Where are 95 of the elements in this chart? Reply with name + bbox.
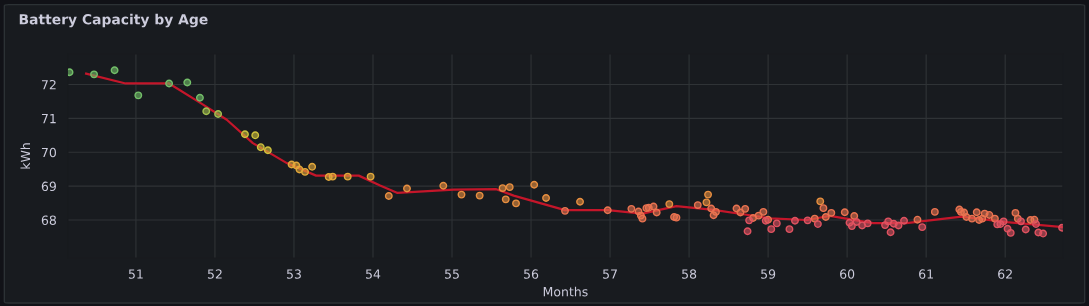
point <box>813 220 822 229</box>
point <box>850 211 859 220</box>
point <box>827 208 836 217</box>
x-tick-label: 55 <box>445 269 459 279</box>
point <box>894 221 903 230</box>
point <box>183 78 192 87</box>
point <box>985 210 994 219</box>
x-tick-label: 53 <box>286 269 301 279</box>
x-tick-label: 61 <box>919 269 933 279</box>
point <box>90 70 98 79</box>
point <box>1006 228 1015 237</box>
point <box>498 184 507 193</box>
point <box>627 204 636 213</box>
point <box>772 219 781 228</box>
point <box>972 208 981 217</box>
point <box>384 192 393 200</box>
point <box>704 190 712 199</box>
point <box>576 197 584 206</box>
point <box>67 68 74 77</box>
point <box>743 227 752 236</box>
point <box>816 197 825 206</box>
point <box>1032 220 1040 229</box>
point <box>665 200 674 209</box>
y-tick-label: 71 <box>41 114 56 124</box>
point <box>767 225 776 234</box>
y-tick-label: 70 <box>41 147 57 158</box>
point <box>501 195 510 204</box>
point <box>693 201 702 210</box>
point <box>918 223 927 232</box>
y-tick-label: 69 <box>41 181 56 192</box>
point <box>847 222 856 231</box>
x-tick-label: 60 <box>840 269 855 279</box>
point <box>702 198 711 207</box>
x-tick-label: 51 <box>128 269 143 279</box>
x-tick-label: 58 <box>682 269 697 279</box>
point <box>649 202 658 211</box>
point <box>366 172 375 181</box>
point <box>968 214 976 223</box>
point <box>457 190 466 199</box>
point <box>439 181 448 190</box>
point <box>930 207 939 216</box>
point <box>852 218 861 226</box>
point <box>741 204 750 213</box>
point <box>110 66 119 75</box>
point <box>821 213 830 221</box>
point <box>561 206 569 215</box>
point <box>819 204 828 213</box>
point <box>1017 217 1025 226</box>
point <box>803 216 812 225</box>
point <box>475 191 484 200</box>
chart-title: Battery Capacity by Age <box>19 13 208 28</box>
x-tick-label: 62 <box>998 269 1012 279</box>
point <box>241 130 249 139</box>
point <box>165 79 174 88</box>
point <box>759 207 768 216</box>
point <box>791 216 799 225</box>
x-axis-title: Months <box>543 286 588 297</box>
point <box>301 167 309 176</box>
point <box>505 183 514 192</box>
point <box>913 215 922 224</box>
point <box>863 219 872 228</box>
point <box>884 217 893 226</box>
point <box>512 199 520 208</box>
point <box>308 162 317 171</box>
point <box>1039 229 1048 238</box>
y-axis-title: kWh <box>20 143 30 169</box>
point <box>403 184 411 193</box>
point <box>343 172 352 181</box>
point <box>530 180 539 189</box>
point <box>328 172 337 181</box>
point <box>134 91 143 100</box>
point <box>652 208 661 217</box>
point <box>214 110 223 118</box>
point <box>256 143 265 152</box>
point <box>202 107 211 116</box>
x-tick-label: 52 <box>207 269 222 279</box>
point <box>785 225 794 234</box>
x-tick-label: 54 <box>366 269 381 279</box>
point <box>840 208 849 217</box>
point <box>195 93 204 102</box>
point <box>1021 225 1030 234</box>
point <box>900 216 908 225</box>
point <box>542 194 551 202</box>
x-tick-label: 56 <box>524 269 539 279</box>
point <box>745 216 754 225</box>
point <box>603 206 612 215</box>
y-tick-label: 72 <box>41 79 56 90</box>
point <box>990 214 999 223</box>
point <box>263 146 272 155</box>
y-tick-label: 68 <box>41 215 56 225</box>
point <box>711 207 720 216</box>
point <box>251 131 260 140</box>
x-tick-label: 57 <box>603 269 617 279</box>
point <box>886 228 895 237</box>
x-tick-label: 59 <box>761 269 776 279</box>
